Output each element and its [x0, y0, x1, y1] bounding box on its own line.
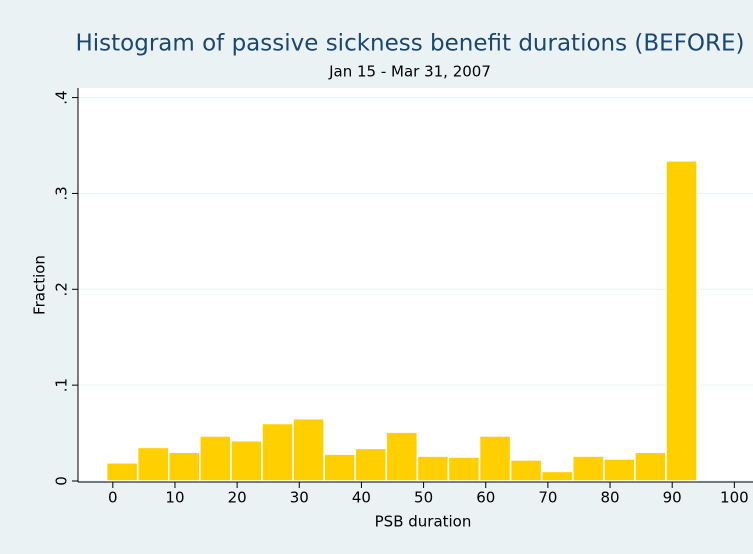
bar: [447, 456, 481, 482]
bar: [292, 417, 325, 482]
y-tick-label: .2: [53, 282, 71, 296]
bar: [385, 431, 419, 482]
x-tick-label: 40: [352, 489, 371, 507]
x-tick-label: 70: [538, 489, 557, 507]
x-tick-label: 10: [165, 489, 184, 507]
bar: [136, 446, 170, 482]
y-tick-label: 0: [53, 476, 71, 486]
x-tick-label: 0: [108, 489, 118, 507]
plot-area: [78, 88, 753, 482]
x-tick-label: 80: [600, 489, 619, 507]
x-tick-label: 50: [414, 489, 433, 507]
bar: [354, 447, 388, 482]
y-tick-label: .1: [53, 378, 71, 392]
y-tick-label: .3: [53, 186, 71, 200]
bar: [665, 160, 698, 482]
y-tick-label: .4: [53, 90, 71, 104]
bar: [323, 453, 356, 482]
bar: [416, 455, 450, 482]
bar: [634, 451, 667, 482]
bar: [572, 455, 605, 482]
x-tick-label: 30: [290, 489, 309, 507]
x-tick-label: 90: [663, 489, 682, 507]
x-tick-label: 20: [228, 489, 247, 507]
x-tick-label: 60: [476, 489, 495, 507]
chart-title: Histogram of passive sickness benefit du…: [75, 31, 744, 57]
bar: [478, 435, 512, 482]
bar: [105, 462, 139, 482]
bar: [540, 470, 574, 482]
bar: [230, 439, 263, 482]
x-axis-title: PSB duration: [375, 513, 472, 531]
bar: [261, 422, 294, 482]
x-tick-label: 100: [720, 489, 749, 507]
bar: [167, 451, 201, 482]
y-axis-title: Fraction: [31, 255, 49, 315]
bar: [603, 458, 636, 482]
bar: [199, 435, 232, 482]
bar: [509, 459, 543, 482]
chart-subtitle: Jan 15 - Mar 31, 2007: [328, 63, 491, 81]
